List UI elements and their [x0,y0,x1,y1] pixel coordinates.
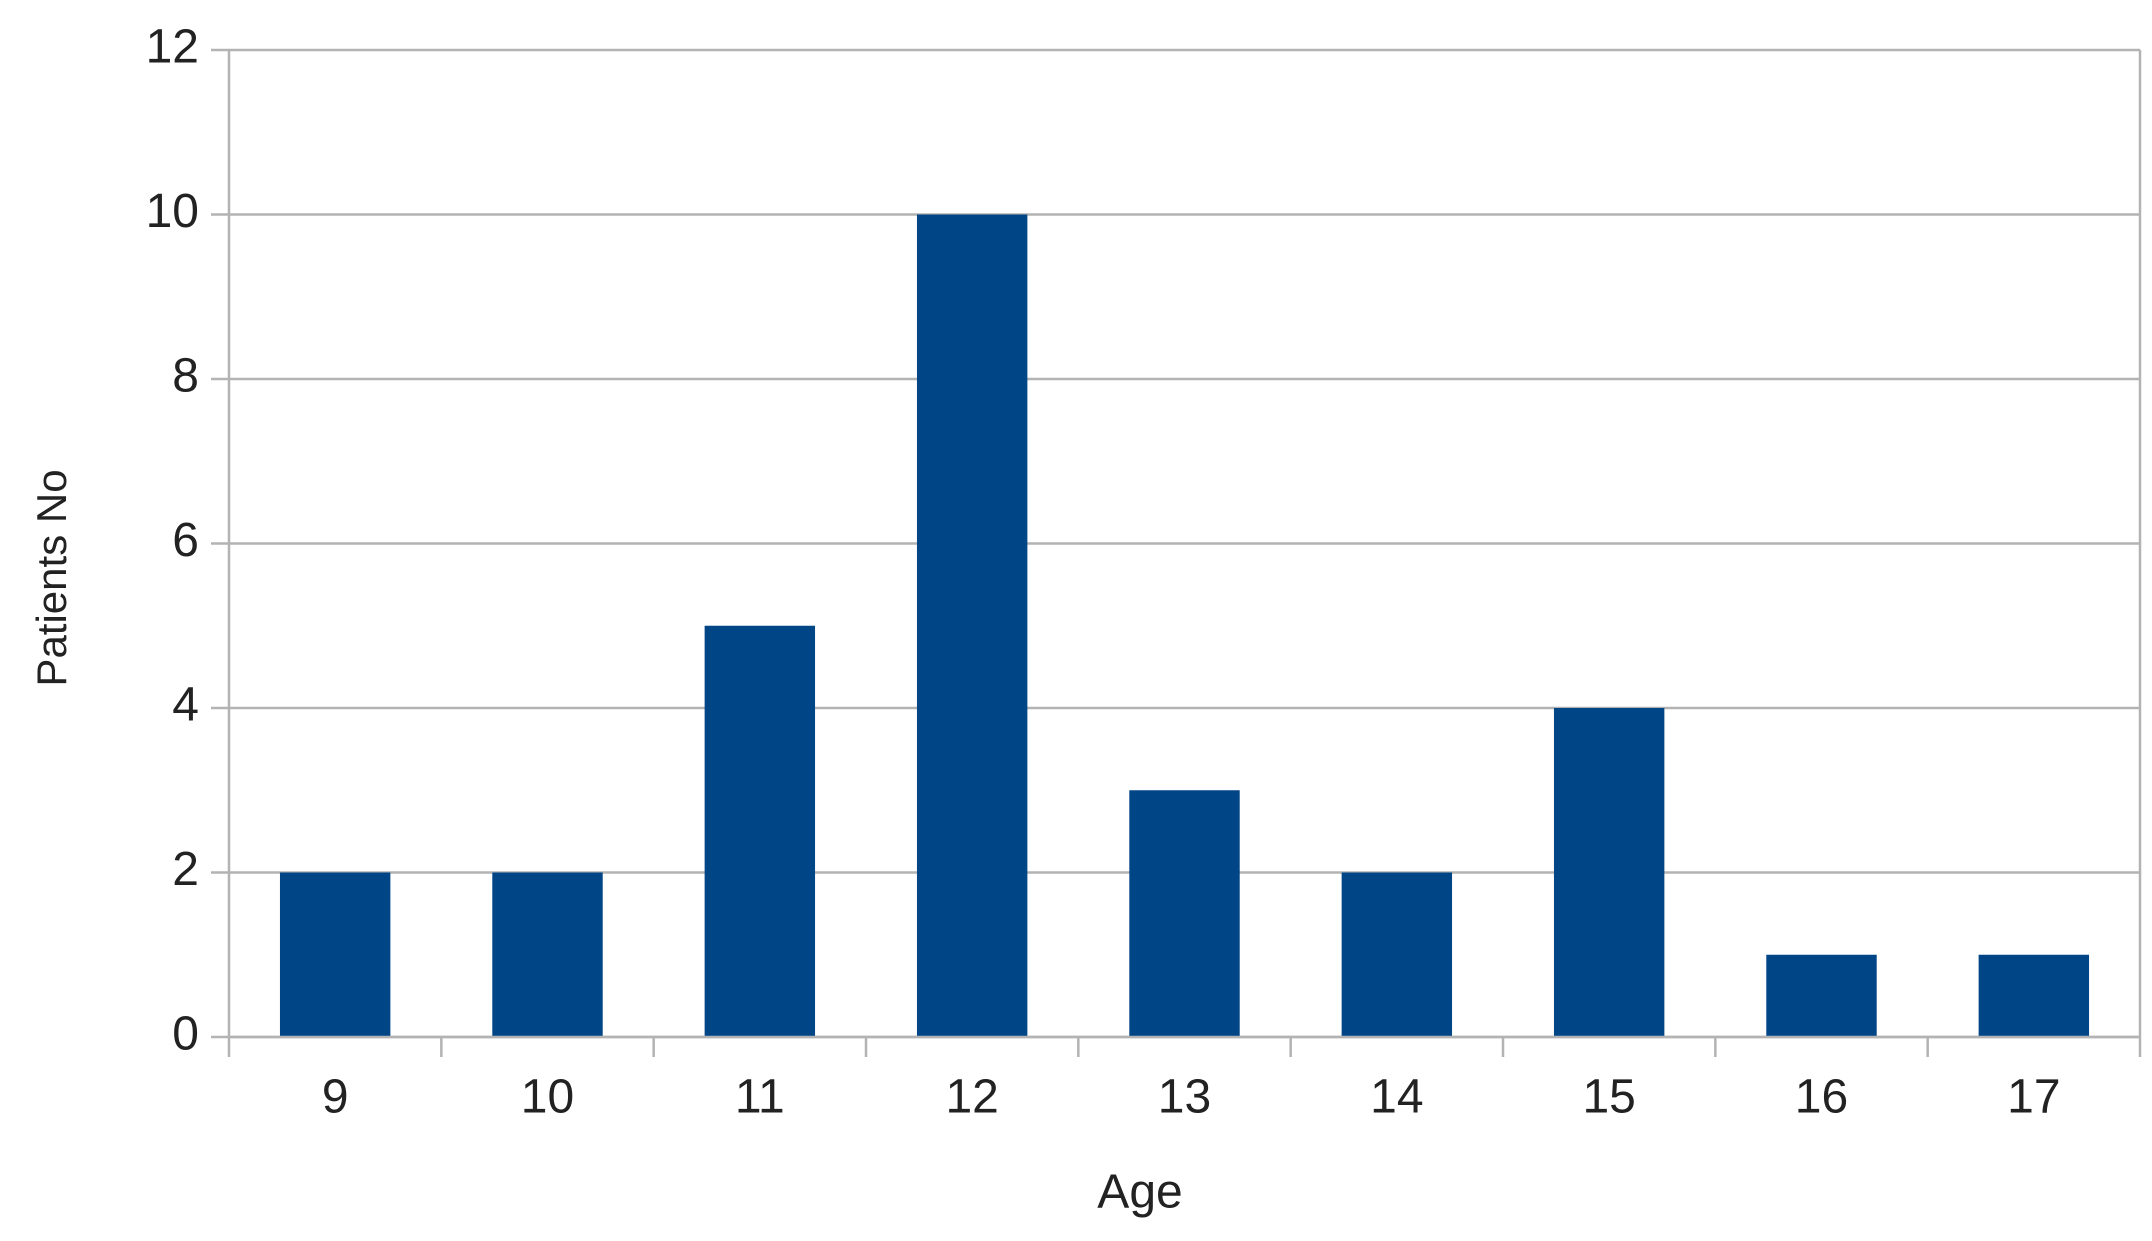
x-tick-label: 10 [521,1071,574,1124]
x-tick-label: 17 [2007,1071,2060,1124]
y-tick-label: 10 [146,185,199,238]
bar [916,214,1028,1037]
bar [492,872,603,1037]
bar [1553,708,1665,1037]
y-tick-label: 4 [172,679,199,732]
x-tick-label: 15 [1582,1071,1635,1124]
bar [1766,954,1877,1037]
x-tick-label: 13 [1158,1071,1211,1124]
bar [704,625,816,1037]
x-tick-label: 9 [322,1071,349,1124]
bar [1129,790,1240,1037]
bar [279,872,391,1037]
x-tick-label: 12 [945,1071,998,1124]
y-tick-label: 0 [172,1008,199,1061]
y-tick-label: 8 [172,350,199,403]
y-tick-label: 6 [172,514,199,567]
bar [1978,954,2090,1037]
x-tick-label: 16 [1795,1071,1848,1124]
y-axis-label: Patients No [28,469,75,686]
y-tick-label: 2 [172,843,199,896]
y-tick-label: 12 [146,21,199,74]
x-tick-label: 14 [1370,1071,1423,1124]
x-tick-label: 11 [735,1071,785,1124]
x-axis-label: Age [1097,1166,1182,1219]
bar [1341,872,1453,1037]
